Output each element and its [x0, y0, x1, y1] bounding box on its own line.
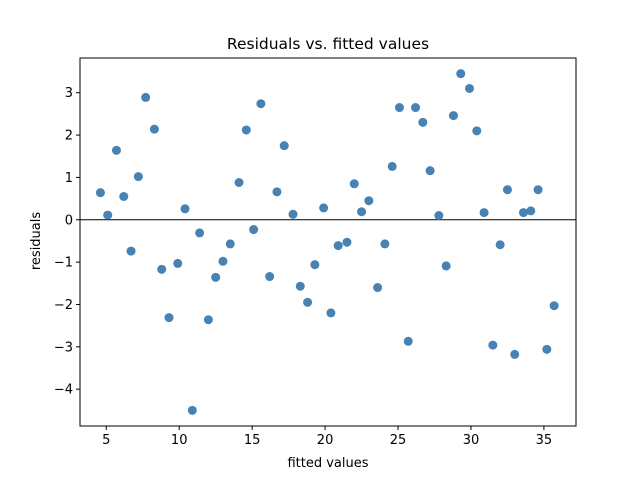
data-point — [394, 103, 404, 113]
data-point — [225, 239, 235, 249]
data-point — [425, 166, 435, 176]
data-point — [518, 208, 528, 218]
data-point — [203, 315, 213, 325]
data-point — [126, 246, 136, 256]
data-point — [164, 313, 174, 323]
data-point — [187, 405, 197, 415]
data-point — [157, 264, 167, 274]
data-point — [533, 185, 543, 195]
data-point — [180, 204, 190, 214]
y-tick-label: 1 — [65, 171, 73, 186]
x-tick-label: 10 — [171, 433, 188, 448]
data-point — [479, 208, 489, 218]
data-point — [472, 126, 482, 136]
x-tick-label: 15 — [244, 433, 261, 448]
data-point — [279, 141, 289, 151]
data-point — [249, 225, 259, 235]
y-tick-label: −2 — [54, 298, 73, 313]
data-point — [256, 99, 266, 109]
x-tick-label: 35 — [536, 433, 553, 448]
data-point — [149, 124, 159, 134]
data-point — [95, 188, 105, 198]
x-tick-label: 5 — [102, 433, 110, 448]
data-point — [488, 340, 498, 350]
y-tick-label: 3 — [65, 86, 73, 101]
data-point — [234, 178, 244, 188]
y-tick-label: 0 — [65, 213, 73, 228]
data-point — [502, 185, 512, 195]
y-axis-label: residuals — [29, 212, 44, 271]
data-point — [441, 261, 451, 271]
data-point — [364, 196, 374, 206]
data-point — [133, 172, 143, 182]
data-point — [342, 237, 352, 247]
data-point — [549, 301, 559, 311]
data-point — [195, 228, 205, 238]
data-point — [265, 272, 275, 282]
data-point — [349, 179, 359, 189]
data-point — [295, 281, 305, 291]
axes-frame — [79, 57, 577, 427]
data-point — [434, 211, 444, 221]
data-point — [272, 187, 282, 197]
data-point — [333, 241, 343, 251]
data-point — [526, 206, 536, 216]
data-point — [103, 210, 113, 220]
data-point — [218, 256, 228, 266]
chart-title: Residuals vs. fitted values — [227, 35, 429, 53]
y-tick-label: −1 — [54, 256, 73, 271]
data-point — [380, 239, 390, 249]
data-point — [111, 145, 121, 155]
data-point — [303, 297, 313, 307]
data-point — [173, 258, 183, 268]
data-point — [448, 111, 458, 121]
data-point — [241, 125, 251, 135]
data-point — [465, 83, 475, 93]
data-point — [418, 117, 428, 127]
data-point — [119, 191, 129, 201]
x-axis-label: fitted values — [287, 456, 368, 471]
data-point — [387, 161, 397, 171]
x-tick-label: 25 — [390, 433, 407, 448]
data-point — [141, 92, 151, 102]
data-point — [326, 308, 336, 318]
data-point — [357, 207, 367, 217]
data-point — [495, 240, 505, 250]
x-tick-label: 30 — [463, 433, 480, 448]
y-tick-label: −4 — [54, 383, 73, 398]
data-point — [403, 336, 413, 346]
data-point — [510, 349, 520, 359]
data-point — [211, 272, 221, 282]
data-point — [542, 344, 552, 354]
data-point — [456, 69, 466, 79]
data-point — [288, 209, 298, 219]
x-tick-label: 20 — [317, 433, 334, 448]
data-point — [373, 283, 383, 293]
data-point — [411, 103, 421, 113]
data-point — [319, 203, 329, 213]
data-point — [310, 260, 320, 270]
y-tick-label: −3 — [54, 340, 73, 355]
y-tick-label: 2 — [65, 129, 73, 144]
plot-area: 5 10 15 20 25 30 35 −4 −3 −2 −1 0 1 2 3 — [54, 57, 577, 448]
